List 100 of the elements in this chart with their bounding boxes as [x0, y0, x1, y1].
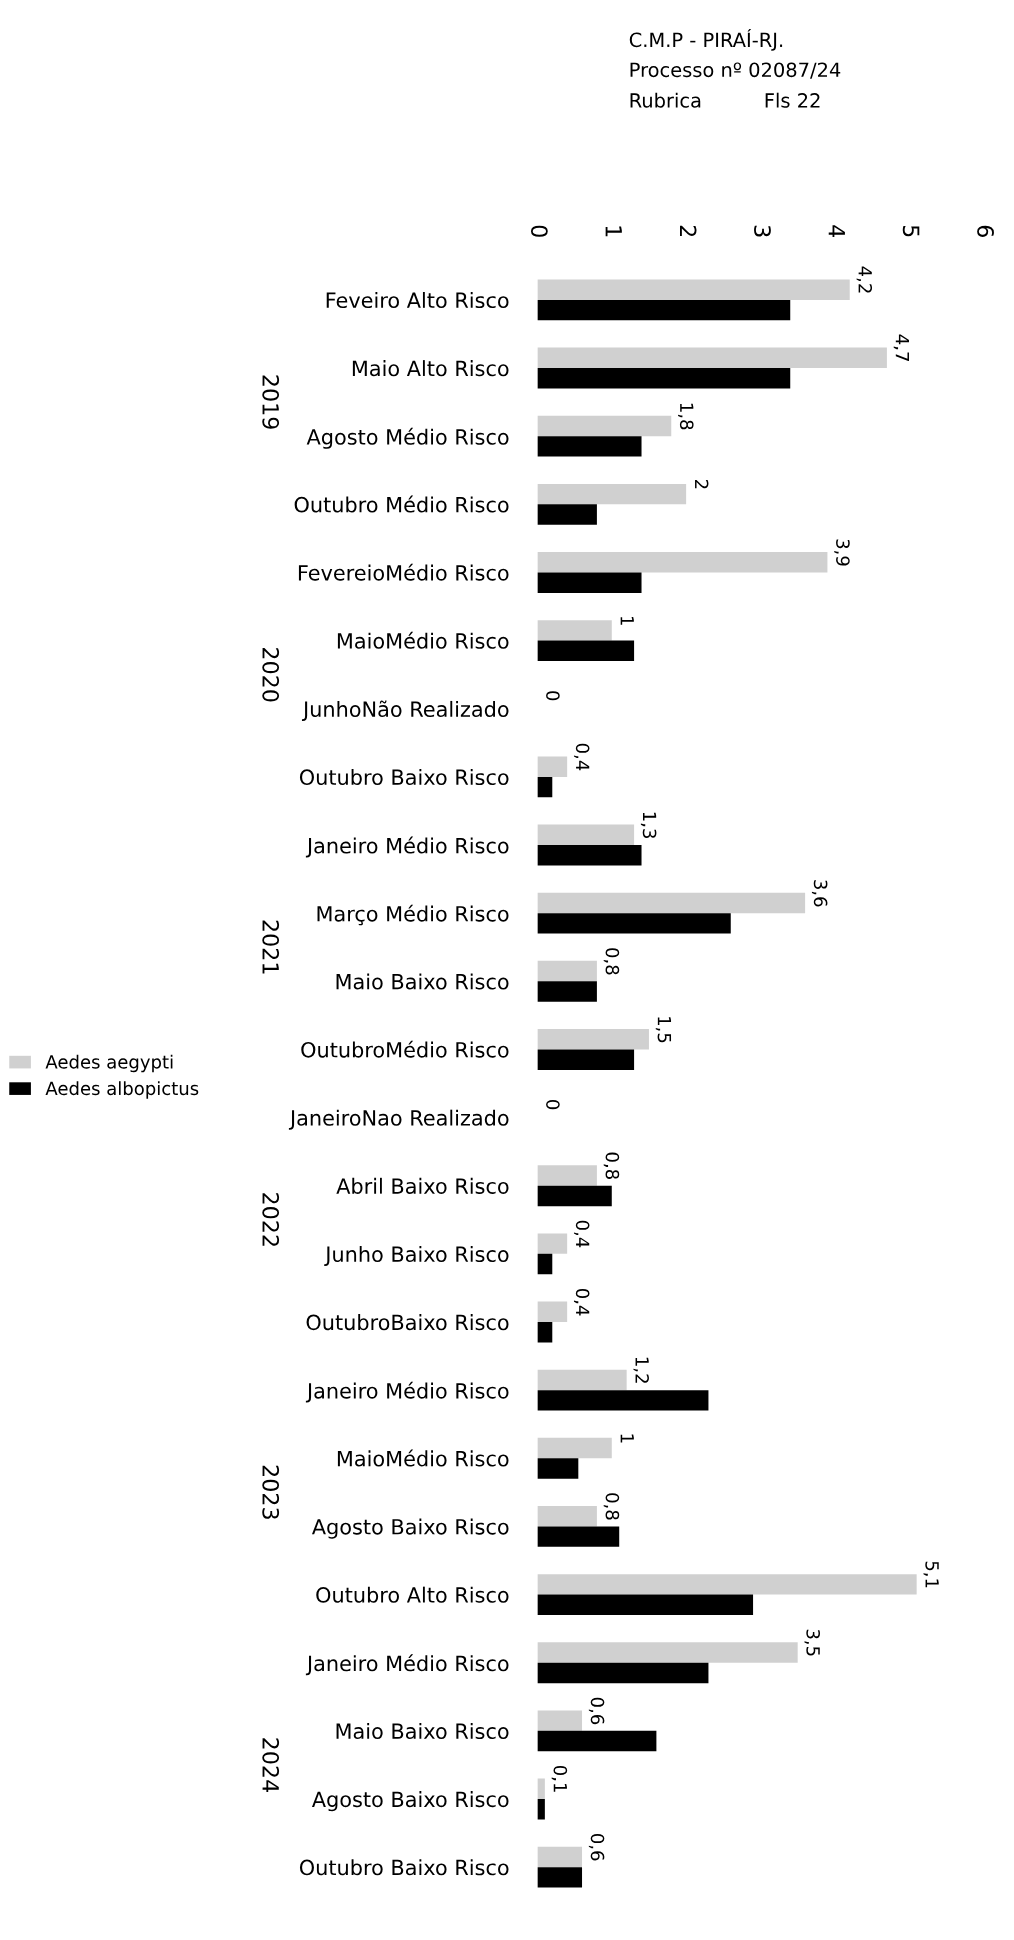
bar	[537, 1390, 709, 1411]
y-tick-label: Outubro Baixo Risco	[299, 768, 509, 786]
bar	[537, 572, 642, 593]
legend-label: Aedes aegypti	[45, 1054, 173, 1073]
data-label: 0,6	[588, 1697, 605, 1725]
y-tick-label: Agosto Baixo Risco	[311, 1518, 509, 1539]
chart-subtitle: Processo nº 02087/24 Rubrica Fls 22	[630, 62, 841, 108]
y-tick-label: FevereioMédio Risco	[298, 563, 509, 581]
y-tick-label: JunhoNão Realizado	[301, 700, 509, 721]
bar	[537, 981, 597, 1002]
x-tick-label: 2	[680, 225, 697, 237]
y-tick-label: MaioMédio Risco	[337, 631, 509, 649]
bar	[537, 620, 612, 641]
data-label: 4,2	[856, 266, 873, 293]
data-label: 1,2	[633, 1357, 649, 1383]
bar	[537, 483, 687, 505]
text: 2024	[262, 1738, 280, 1792]
bar	[537, 1233, 568, 1254]
bar	[537, 1165, 597, 1186]
data-label: 0,4	[573, 743, 590, 771]
bar	[537, 960, 597, 982]
bar	[537, 756, 568, 777]
data-label: 1,8	[678, 403, 694, 430]
y-tick-label: Maio Baixo Risco	[336, 1722, 509, 1740]
bar	[537, 1458, 579, 1479]
legend-label: Aedes albopictus	[45, 1081, 199, 1099]
x-tick-label: 0	[530, 225, 548, 237]
data-label: 5,1	[923, 1561, 939, 1588]
data-label: 3,6	[811, 880, 828, 907]
bar	[537, 1049, 635, 1070]
bar	[537, 1710, 583, 1731]
y-tick-label: Janeiro Médio Risco	[305, 1381, 509, 1403]
y-tick-label: Abril Baixo Risco	[336, 1177, 509, 1194]
y-tick-label: Outubro Alto Risco	[316, 1586, 509, 1603]
bar	[537, 640, 635, 662]
y-tick-label: Janeiro Médio Risco	[305, 836, 509, 858]
bar	[537, 1301, 568, 1323]
data-label: 0,6	[588, 1834, 605, 1861]
data-label: 0,8	[603, 1152, 620, 1179]
data-label: 4,7	[893, 334, 909, 361]
bar	[537, 1778, 545, 1799]
bar	[537, 1662, 709, 1684]
y-tick-label: Março Médio Risco	[317, 904, 509, 926]
bar	[537, 776, 553, 798]
data-label: 1,5	[655, 1017, 672, 1043]
bar	[537, 1867, 583, 1888]
bar	[537, 1730, 657, 1752]
text: 2021	[262, 920, 280, 974]
y-tick-label: Agosto Médio Risco	[306, 427, 509, 449]
x-tick-label: 6	[977, 225, 994, 237]
bar	[537, 1846, 583, 1868]
bar	[537, 1642, 798, 1663]
bar	[537, 436, 642, 457]
data-label: 0,1	[551, 1765, 568, 1792]
y-tick-label: Janeiro Médio Risco	[305, 1654, 509, 1676]
y-tick-label: Outubro Médio Risco	[294, 495, 509, 513]
text: 2022	[262, 1193, 280, 1246]
bar	[537, 1798, 545, 1820]
y-tick-label: OutubroBaixo Risco	[306, 1314, 509, 1331]
bar	[537, 845, 642, 866]
data-label: 1	[620, 616, 634, 625]
y-tick-label: Maio Alto Risco	[352, 360, 509, 377]
bar	[537, 299, 791, 321]
x-tick-label: 5	[902, 225, 920, 237]
chart-title: C.M.P - PIRAÍ-RJ.	[629, 28, 783, 51]
bar	[537, 1505, 597, 1527]
data-label: 3,5	[804, 1629, 820, 1656]
x-tick-label: 3	[754, 225, 771, 237]
data-label: 0,4	[573, 1288, 590, 1316]
data-label: 3,9	[834, 539, 850, 566]
data-label: 0,8	[603, 1493, 620, 1520]
bar	[537, 1185, 612, 1207]
data-label: 2	[695, 479, 709, 489]
bar	[537, 552, 828, 573]
bar	[537, 1029, 649, 1050]
data-label: 0,4	[573, 1220, 590, 1248]
x-tick-label: 1	[605, 226, 622, 237]
bar	[537, 504, 597, 525]
text: 2019	[262, 375, 280, 429]
x-tick-label: 4	[828, 225, 845, 238]
bar	[537, 1574, 917, 1595]
bar	[537, 368, 791, 389]
y-tick-label: Junho Baixo Risco	[324, 1245, 509, 1266]
bar	[537, 1322, 553, 1343]
data-label: 1	[620, 1434, 634, 1443]
y-tick-label: JaneiroNao Realizado	[288, 1109, 509, 1130]
bar	[537, 824, 635, 846]
data-label: 1,3	[640, 812, 657, 838]
y-tick-label: Feveiro Alto Risco	[326, 291, 509, 309]
bar	[537, 1253, 553, 1275]
bar	[537, 1369, 627, 1391]
bar	[537, 1437, 612, 1459]
bar	[537, 279, 850, 300]
y-tick-label: OutubroMédio Risco	[301, 1040, 509, 1058]
bar	[537, 1526, 620, 1547]
y-tick-label: MaioMédio Risco	[337, 1449, 509, 1467]
y-tick-label: Agosto Baixo Risco	[311, 1791, 509, 1812]
bar	[537, 347, 887, 369]
bar	[537, 415, 672, 437]
bar	[537, 913, 731, 934]
